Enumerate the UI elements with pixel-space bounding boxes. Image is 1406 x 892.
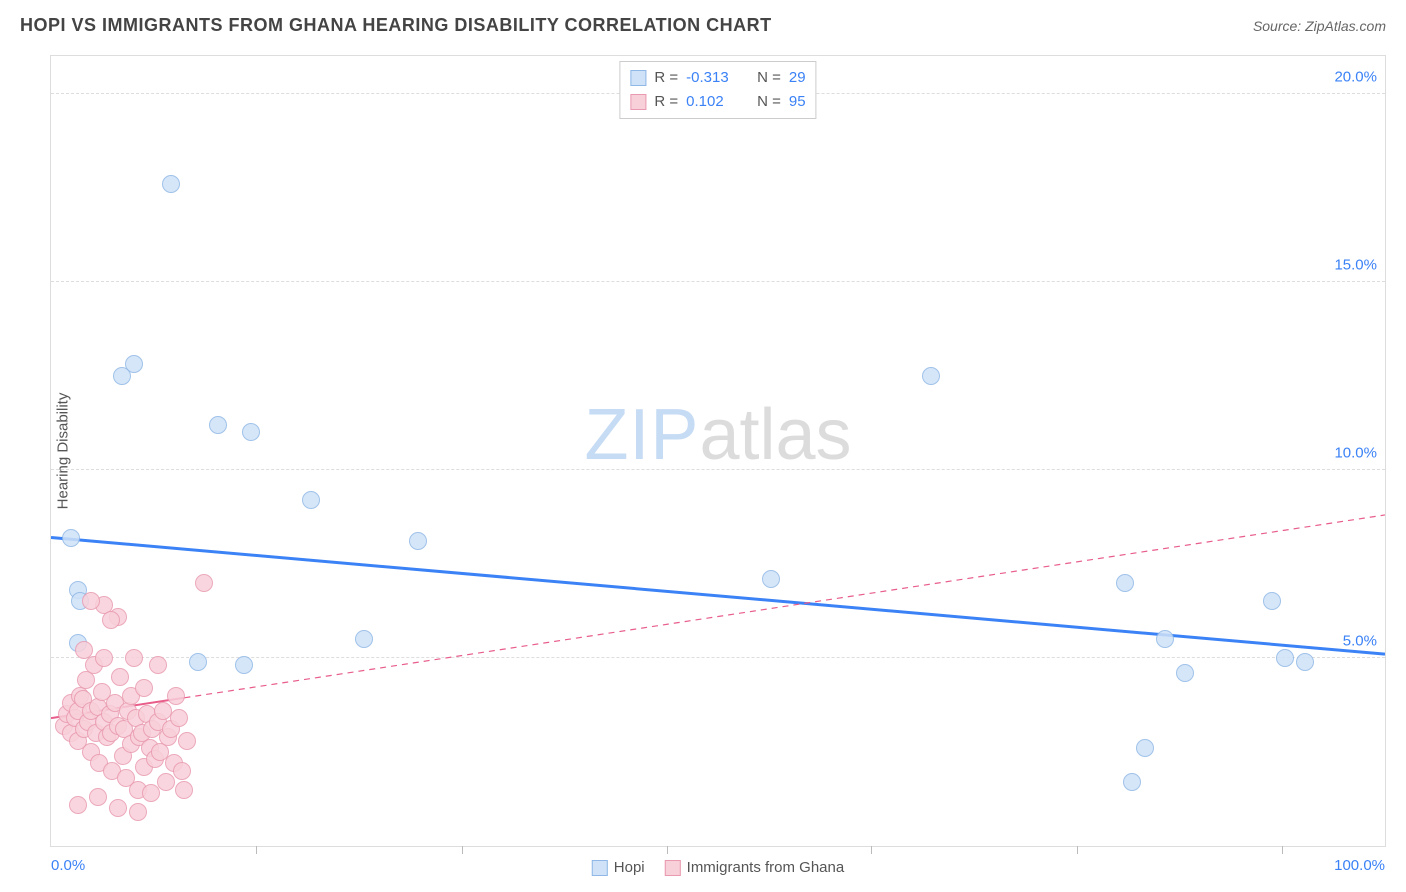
correlation-legend: R = -0.313 N = 29 R = 0.102 N = 95 <box>619 61 816 119</box>
data-point <box>157 773 175 791</box>
data-point <box>75 641 93 659</box>
data-point <box>111 668 129 686</box>
data-point <box>302 491 320 509</box>
data-point <box>162 175 180 193</box>
legend-item: Immigrants from Ghana <box>665 859 845 876</box>
n-label: N = <box>757 66 781 90</box>
x-tick <box>462 846 463 854</box>
data-point <box>1276 649 1294 667</box>
y-axis-label: Hearing Disability <box>55 393 72 510</box>
data-point <box>69 796 87 814</box>
r-label: R = <box>654 66 678 90</box>
legend-swatch <box>665 860 681 876</box>
data-point <box>1263 592 1281 610</box>
r-label: R = <box>654 90 678 114</box>
legend-label: Hopi <box>614 859 645 876</box>
data-point <box>1136 739 1154 757</box>
legend-swatch <box>630 70 646 86</box>
n-label: N = <box>757 90 781 114</box>
data-point <box>922 367 940 385</box>
data-point <box>1156 630 1174 648</box>
legend-swatch <box>592 860 608 876</box>
n-value: 29 <box>789 66 806 90</box>
trend-line <box>51 538 1385 655</box>
legend-label: Immigrants from Ghana <box>687 859 845 876</box>
legend-item: Hopi <box>592 859 645 876</box>
data-point <box>242 423 260 441</box>
data-point <box>189 653 207 671</box>
gridline <box>51 657 1385 658</box>
y-tick-label: 5.0% <box>1343 632 1377 649</box>
x-tick <box>871 846 872 854</box>
legend-row: R = 0.102 N = 95 <box>630 90 805 114</box>
source-attribution: Source: ZipAtlas.com <box>1253 18 1386 34</box>
y-tick-label: 20.0% <box>1334 68 1377 85</box>
x-tick <box>1282 846 1283 854</box>
scatter-chart: Hearing Disability ZIPatlas 5.0% 10.0% 15.… <box>50 55 1386 847</box>
data-point <box>167 687 185 705</box>
data-point <box>762 570 780 588</box>
watermark: ZIPatlas <box>584 394 851 476</box>
x-tick-label: 0.0% <box>51 857 85 874</box>
data-point <box>102 611 120 629</box>
data-point <box>125 649 143 667</box>
data-point <box>1116 574 1134 592</box>
data-point <box>149 656 167 674</box>
x-tick <box>667 846 668 854</box>
n-value: 95 <box>789 90 806 114</box>
legend-row: R = -0.313 N = 29 <box>630 66 805 90</box>
r-value: -0.313 <box>686 66 741 90</box>
r-value: 0.102 <box>686 90 741 114</box>
series-legend: Hopi Immigrants from Ghana <box>592 859 844 876</box>
data-point <box>209 416 227 434</box>
data-point <box>135 679 153 697</box>
data-point <box>235 656 253 674</box>
data-point <box>1176 664 1194 682</box>
data-point <box>109 799 127 817</box>
x-tick <box>1077 846 1078 854</box>
gridline <box>51 281 1385 282</box>
y-tick-label: 15.0% <box>1334 256 1377 273</box>
chart-title: HOPI VS IMMIGRANTS FROM GHANA HEARING DI… <box>20 15 772 36</box>
trend-line-extrapolated <box>184 515 1385 698</box>
data-point <box>173 762 191 780</box>
x-tick <box>256 846 257 854</box>
data-point <box>89 788 107 806</box>
data-point <box>175 781 193 799</box>
gridline <box>51 469 1385 470</box>
data-point <box>1296 653 1314 671</box>
y-tick-label: 10.0% <box>1334 444 1377 461</box>
data-point <box>129 803 147 821</box>
data-point <box>409 532 427 550</box>
data-point <box>82 592 100 610</box>
data-point <box>1123 773 1141 791</box>
data-point <box>170 709 188 727</box>
data-point <box>355 630 373 648</box>
legend-swatch <box>630 94 646 110</box>
data-point <box>195 574 213 592</box>
data-point <box>95 649 113 667</box>
data-point <box>62 529 80 547</box>
data-point <box>113 367 131 385</box>
x-tick-label: 100.0% <box>1334 857 1385 874</box>
data-point <box>178 732 196 750</box>
